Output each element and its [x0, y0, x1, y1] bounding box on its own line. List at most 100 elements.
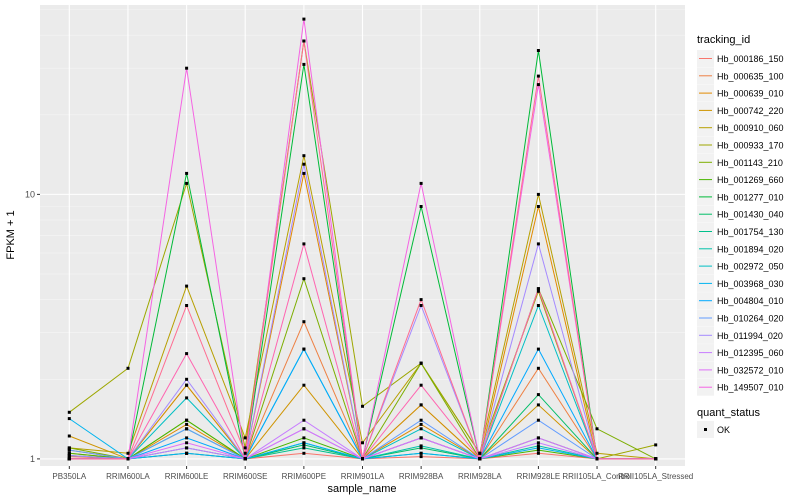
data-point: [302, 162, 306, 166]
data-point: [536, 287, 540, 291]
data-point: [419, 361, 423, 365]
legend-label: Hb_003968_030: [717, 279, 784, 289]
legend-label: Hb_011994_020: [717, 331, 783, 341]
data-point: [419, 444, 423, 448]
data-point: [595, 451, 599, 455]
data-point: [302, 17, 306, 21]
x-tick-label: RRIM928LE: [517, 472, 561, 481]
data-point: [185, 418, 189, 422]
data-point: [302, 446, 306, 450]
legend-label: Hb_000742_220: [717, 106, 784, 116]
data-point: [536, 446, 540, 450]
data-point: [654, 457, 658, 461]
grid-lines: [40, 5, 685, 466]
data-point: [536, 451, 540, 455]
data-point: [67, 457, 71, 461]
x-tick-label: RRIM901LA: [341, 472, 385, 481]
legend-marker-label: OK: [717, 425, 730, 435]
y-tick-label: 1: [30, 454, 35, 464]
data-point: [536, 304, 540, 307]
series-points: [67, 17, 658, 461]
data-point: [536, 448, 540, 452]
data-point: [536, 441, 540, 445]
data-point: [361, 441, 364, 445]
data-point: [478, 451, 482, 455]
data-point: [185, 451, 189, 455]
data-point: [302, 154, 306, 158]
legend-label: Hb_001894_020: [717, 244, 784, 254]
data-point: [419, 427, 423, 431]
data-point: [243, 446, 247, 450]
legend-label: Hb_000635_100: [717, 71, 784, 81]
data-point: [536, 83, 540, 87]
data-point: [595, 427, 599, 431]
data-point: [419, 422, 423, 426]
y-axis: 1 10: [25, 189, 40, 464]
data-point: [361, 457, 364, 461]
data-point: [419, 298, 423, 302]
data-point: [302, 320, 306, 324]
legend-label: Hb_001754_130: [717, 227, 784, 237]
data-point: [419, 205, 423, 208]
data-point: [478, 457, 482, 461]
data-point: [185, 304, 189, 307]
data-point: [67, 410, 71, 414]
data-point: [302, 451, 306, 455]
legend-label: Hb_001269_660: [717, 175, 784, 185]
legend-title: tracking_id: [697, 34, 750, 46]
data-point: [185, 396, 189, 400]
data-point: [419, 451, 423, 455]
legend-label: Hb_012395_060: [717, 348, 784, 358]
data-point: [536, 49, 540, 52]
legend-label: Hb_001143_210: [717, 158, 783, 168]
data-point: [302, 443, 306, 447]
data-point: [302, 277, 306, 281]
legend-label: Hb_004804_010: [717, 296, 784, 306]
x-tick-label: RRIM600PE: [282, 472, 326, 481]
data-point: [419, 455, 423, 459]
x-tick-label: RRIM600LE: [165, 472, 209, 481]
data-point: [419, 181, 423, 185]
data-point: [185, 352, 189, 356]
legend-label: Hb_000910_060: [717, 123, 784, 133]
data-point: [302, 39, 306, 43]
legend-label: Hb_001430_040: [717, 210, 784, 220]
data-point: [185, 377, 189, 381]
data-point: [185, 422, 189, 426]
data-point: [361, 404, 364, 408]
legend-label: Hb_000933_170: [717, 141, 784, 151]
data-point: [536, 403, 540, 407]
legend: tracking_id Hb_000186_150 Hb_000635_100 Hb…: [697, 34, 784, 438]
data-point: [536, 436, 540, 440]
data-point: [126, 457, 130, 461]
data-point: [595, 457, 599, 461]
data-point: [185, 383, 189, 387]
data-point: [536, 393, 540, 397]
data-point: [126, 366, 130, 370]
data-point: [302, 441, 306, 445]
data-point: [536, 192, 540, 196]
data-point: [185, 427, 189, 431]
data-point: [536, 289, 540, 293]
data-point: [302, 436, 306, 440]
legend-marker-point: [704, 428, 707, 431]
legend-label: Hb_032572_010: [717, 365, 784, 375]
data-point: [419, 436, 423, 440]
data-point: [419, 403, 423, 407]
data-point: [126, 451, 130, 455]
legend-label: Hb_000639_010: [717, 89, 784, 99]
legend-label: Hb_149507_010: [717, 383, 784, 393]
data-point: [536, 444, 540, 448]
x-axis: PB350LA RRIM600LA RRIM600LE RRIM600SE RRIM60…: [52, 466, 693, 481]
data-point: [185, 436, 189, 440]
y-tick-label: 10: [25, 189, 35, 199]
data-point: [302, 242, 306, 246]
data-point: [536, 74, 540, 78]
data-point: [302, 62, 306, 66]
data-point: [185, 441, 189, 445]
legend-label: Hb_002972_050: [717, 262, 784, 272]
data-point: [536, 347, 540, 351]
x-tick-label: PB350LA: [52, 472, 86, 481]
legend-label: Hb_001277_010: [717, 192, 784, 202]
